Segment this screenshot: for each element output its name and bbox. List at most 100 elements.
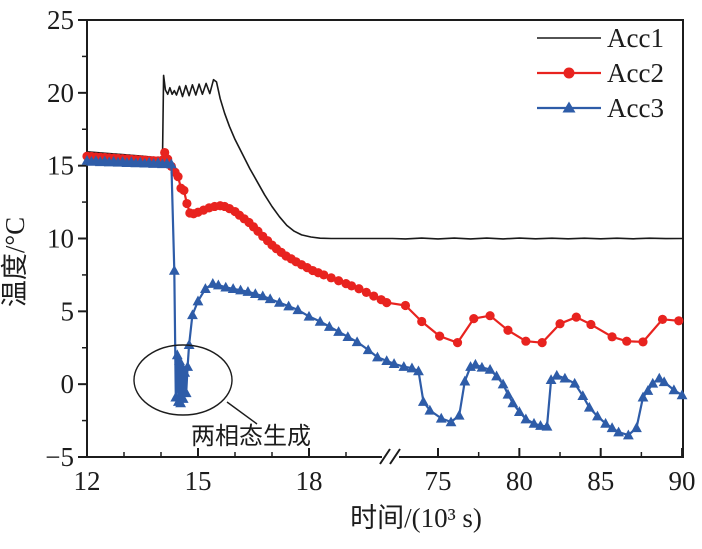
x-tick-label-right: 85 <box>587 466 614 496</box>
acc3-marker <box>342 331 354 342</box>
chart-generated-layer: 25 20 15 10 5 0 −512 15 18 75 80 85 90 <box>45 5 695 496</box>
acc3-marker <box>424 404 436 415</box>
acc3-marker <box>631 422 642 433</box>
acc3-marker <box>388 358 400 368</box>
acc3-marker <box>274 296 285 307</box>
acc3-legend-marker <box>562 101 576 113</box>
acc2-marker <box>537 338 547 348</box>
y-tick-label: 5 <box>61 296 75 326</box>
acc3-marker <box>507 397 519 408</box>
acc3-marker <box>165 158 177 169</box>
acc3-marker <box>372 351 383 362</box>
y-tick-label: 10 <box>47 224 74 254</box>
acc3-marker <box>283 300 295 311</box>
acc3-marker <box>292 304 304 315</box>
acc3-marker <box>613 426 624 437</box>
acc2-marker <box>503 325 513 335</box>
acc3-marker <box>183 339 195 350</box>
acc3-marker <box>606 422 618 433</box>
y-tick-label: 0 <box>61 369 75 399</box>
y-tick-label: −5 <box>45 442 74 472</box>
acc3-marker <box>192 295 204 306</box>
acc3-marker <box>381 355 393 366</box>
acc3-marker <box>551 369 563 380</box>
acc3-marker <box>168 264 180 275</box>
acc3-marker <box>642 385 654 395</box>
acc3-marker <box>303 310 315 321</box>
acc2-marker <box>607 332 617 342</box>
legend-label-acc1: Acc1 <box>607 23 664 53</box>
acc3-marker <box>220 281 232 292</box>
x-tick-label-right: 80 <box>506 466 533 496</box>
acc3-marker <box>622 429 634 440</box>
acc3-marker <box>182 361 194 371</box>
acc3-marker <box>658 376 670 387</box>
acc3-marker <box>351 336 363 347</box>
acc3-marker <box>592 410 603 421</box>
acc3-marker <box>235 284 246 295</box>
acc2-marker <box>319 270 329 280</box>
acc2-marker <box>354 284 364 294</box>
acc3-marker <box>541 420 553 431</box>
axis-break-slash <box>389 448 401 465</box>
acc3-marker <box>264 293 276 304</box>
acc3-marker <box>445 416 457 427</box>
acc3-marker <box>470 358 481 369</box>
acc3-marker <box>476 361 488 372</box>
acc3-marker <box>647 377 659 388</box>
axis-break-gap <box>382 455 399 460</box>
x-axis-title: 时间/(10³ s) <box>350 503 482 533</box>
acc3-marker <box>535 420 546 430</box>
acc3-marker <box>435 412 447 423</box>
acc3-marker <box>653 372 665 383</box>
acc3-marker <box>459 375 471 386</box>
y-tick-label: 20 <box>47 78 74 108</box>
acc2-marker <box>638 337 648 347</box>
acc2-marker <box>179 185 189 196</box>
acc3-marker <box>491 370 502 381</box>
acc3-marker <box>600 417 611 428</box>
acc3-marker <box>668 384 680 395</box>
acc3-marker <box>249 288 261 299</box>
annotation-leader-line <box>226 401 258 425</box>
annotation-two-phase-label: 两相态生成 <box>191 423 311 450</box>
acc3-marker <box>559 372 571 383</box>
acc3-marker <box>171 349 183 360</box>
acc2-legend-marker <box>563 67 575 79</box>
acc3-marker <box>242 286 254 296</box>
acc3-marker <box>362 344 374 355</box>
acc2-marker <box>334 276 344 286</box>
acc2-marker <box>571 312 581 322</box>
x-tick-label-right: 90 <box>669 466 696 496</box>
acc3-marker <box>453 409 465 420</box>
x-tick-label-left: 15 <box>185 466 212 496</box>
acc2-marker <box>326 273 336 283</box>
acc2-marker <box>674 316 684 326</box>
acc3-marker <box>187 309 198 320</box>
annotation-ellipse <box>133 344 233 416</box>
acc2-marker <box>435 331 445 341</box>
acc3-marker <box>528 417 540 428</box>
acc3-marker <box>569 377 581 388</box>
acc3-marker <box>227 283 239 293</box>
acc3-marker <box>333 326 344 336</box>
acc2-marker <box>182 198 192 209</box>
acc3-marker <box>413 365 424 376</box>
acc3-marker <box>406 362 418 373</box>
acc2-marker <box>369 291 379 301</box>
acc3-marker <box>257 290 269 301</box>
acc2-marker <box>469 314 479 324</box>
acc3-marker <box>520 413 532 424</box>
acc2-marker <box>485 311 495 321</box>
acc2-marker <box>555 319 565 329</box>
acc3-marker <box>200 283 211 293</box>
acc2-marker <box>400 300 411 311</box>
acc3-marker <box>177 393 189 403</box>
acc3-marker <box>577 390 589 401</box>
acc3-marker <box>513 406 525 417</box>
x-tick-label-left: 12 <box>74 466 101 496</box>
y-tick-label: 15 <box>47 151 74 181</box>
acc3-marker <box>502 388 514 399</box>
acc2-marker <box>521 336 531 346</box>
y-tick-label: 25 <box>47 5 74 35</box>
